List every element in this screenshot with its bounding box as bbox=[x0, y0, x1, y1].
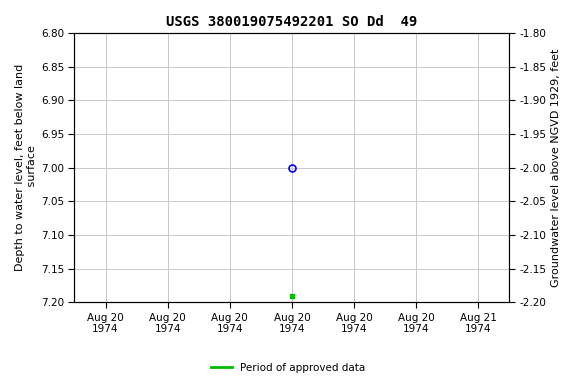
Y-axis label: Depth to water level, feet below land
 surface: Depth to water level, feet below land su… bbox=[15, 64, 37, 271]
Legend: Period of approved data: Period of approved data bbox=[207, 359, 369, 377]
Title: USGS 380019075492201 SO Dd  49: USGS 380019075492201 SO Dd 49 bbox=[166, 15, 418, 29]
Y-axis label: Groundwater level above NGVD 1929, feet: Groundwater level above NGVD 1929, feet bbox=[551, 48, 561, 287]
